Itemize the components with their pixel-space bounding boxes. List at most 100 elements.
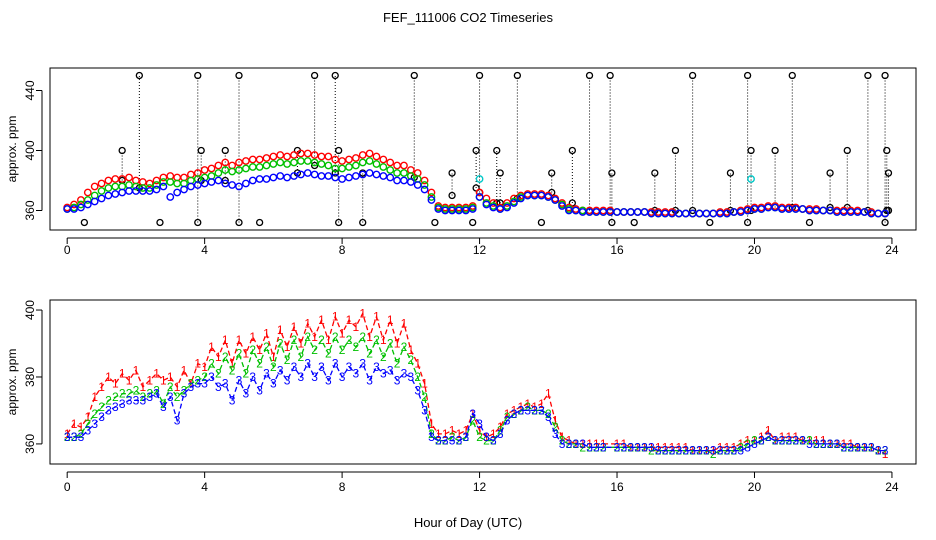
series-3-marker: 3 xyxy=(731,444,738,458)
series-4-point xyxy=(475,175,484,183)
ref-spike-point xyxy=(255,218,264,227)
series-2-marker: 2 xyxy=(868,440,875,454)
series-3-point xyxy=(434,205,443,213)
series-1-point xyxy=(276,151,285,159)
series-1-marker: 1 xyxy=(662,440,669,454)
series-3-point xyxy=(640,208,649,216)
series-1-marker: 1 xyxy=(325,333,332,347)
series-2-marker: 2 xyxy=(641,440,648,454)
series-3-marker: 3 xyxy=(188,380,195,394)
series-3-marker: 3 xyxy=(112,400,119,414)
series-3-marker: 3 xyxy=(861,440,868,454)
series-1-marker: 1 xyxy=(263,326,270,340)
series-3-marker: 3 xyxy=(524,403,531,417)
series-3-marker: 3 xyxy=(311,370,318,384)
series-3-marker: 3 xyxy=(758,434,765,448)
series-3-point xyxy=(393,176,401,185)
series-3-marker: 3 xyxy=(737,444,744,458)
series-1-marker: 1 xyxy=(490,427,497,441)
series-1-marker: 1 xyxy=(779,430,786,444)
series-3-marker: 3 xyxy=(428,430,435,444)
series-3-marker: 3 xyxy=(703,444,710,458)
series-3-marker: 3 xyxy=(270,377,277,391)
series-3-marker: 3 xyxy=(181,387,188,401)
series-2-marker: 2 xyxy=(497,424,504,438)
series-1-point xyxy=(338,157,347,165)
series-3-marker: 3 xyxy=(669,444,676,458)
series-3-point xyxy=(695,209,704,218)
series-1-point xyxy=(145,179,154,188)
series-3-marker: 3 xyxy=(325,373,332,387)
series-3-marker: 3 xyxy=(868,440,875,454)
ref-spike-point xyxy=(548,169,556,177)
series-2-point xyxy=(214,169,223,177)
series-3-marker: 3 xyxy=(201,377,208,391)
series-3-point xyxy=(235,182,243,191)
series-2-marker: 2 xyxy=(366,347,373,361)
series-2-marker: 2 xyxy=(634,440,641,454)
series-2-marker: 2 xyxy=(689,444,696,458)
series-3-marker: 3 xyxy=(78,430,85,444)
ref-spike-point xyxy=(448,191,456,200)
ref-spike-point xyxy=(788,71,796,80)
series-1-marker: 1 xyxy=(98,380,105,394)
series-1-point xyxy=(310,151,319,159)
series-3-marker: 3 xyxy=(462,430,469,444)
series-3-point xyxy=(248,176,257,185)
series-3-point xyxy=(468,205,477,213)
series-3-marker: 3 xyxy=(490,434,497,448)
series-1-point xyxy=(379,155,388,164)
series-3-point xyxy=(633,208,642,216)
series-2-point xyxy=(283,160,292,168)
series-2-marker: 2 xyxy=(875,444,882,458)
series-1-marker: 1 xyxy=(332,310,339,324)
series-3-marker: 3 xyxy=(64,430,71,444)
ref-spike-point xyxy=(671,146,680,155)
ref-spike-point xyxy=(431,218,439,227)
series-3-point xyxy=(551,196,560,204)
series-3-marker: 3 xyxy=(153,387,160,401)
series-2-marker: 2 xyxy=(208,357,215,371)
series-1-point xyxy=(269,152,278,161)
series-2-marker: 2 xyxy=(194,373,201,387)
series-3-point xyxy=(571,206,580,215)
series-3-marker: 3 xyxy=(696,444,703,458)
series-3-point xyxy=(269,173,278,182)
series-3-point xyxy=(826,206,834,215)
series-1-marker: 1 xyxy=(669,440,676,454)
series-3-marker: 3 xyxy=(566,437,573,451)
panel-2-frame xyxy=(49,299,917,465)
series-3-point xyxy=(482,200,491,209)
series-1-marker: 1 xyxy=(387,313,394,327)
series-1-marker: 1 xyxy=(270,350,277,364)
series-2-marker: 2 xyxy=(820,437,827,451)
series-3-point xyxy=(496,205,505,213)
series-2-point xyxy=(152,181,161,189)
series-3-point xyxy=(427,196,436,204)
series-3-marker: 3 xyxy=(442,434,449,448)
series-2-point xyxy=(372,160,381,168)
series-1-marker: 1 xyxy=(847,437,854,451)
series-2-marker: 2 xyxy=(167,380,174,394)
series-1-marker: 1 xyxy=(504,407,511,421)
series-1-marker: 1 xyxy=(421,377,428,391)
series-1-marker: 1 xyxy=(840,437,847,451)
panel-2-y-label: approx. ppm xyxy=(5,349,19,416)
series-1-marker: 1 xyxy=(676,440,683,454)
series-3-marker: 3 xyxy=(799,434,806,448)
series-3-point xyxy=(166,193,175,201)
panel-2-x-tick-label: 0 xyxy=(64,480,71,494)
series-2-marker: 2 xyxy=(469,413,476,427)
series-2-marker: 2 xyxy=(284,353,291,367)
series-2-marker: 2 xyxy=(119,387,126,401)
series-1-marker: 1 xyxy=(648,440,655,454)
series-1-marker: 1 xyxy=(394,337,401,351)
series-2-marker: 2 xyxy=(346,333,353,347)
series-1-point xyxy=(207,164,216,173)
ref-spike-point xyxy=(448,169,456,177)
series-3-marker: 3 xyxy=(401,367,408,381)
series-3-marker: 3 xyxy=(277,363,284,377)
ref-spike-point xyxy=(194,218,202,227)
series-3-point xyxy=(386,173,395,182)
series-3-marker: 3 xyxy=(456,434,463,448)
